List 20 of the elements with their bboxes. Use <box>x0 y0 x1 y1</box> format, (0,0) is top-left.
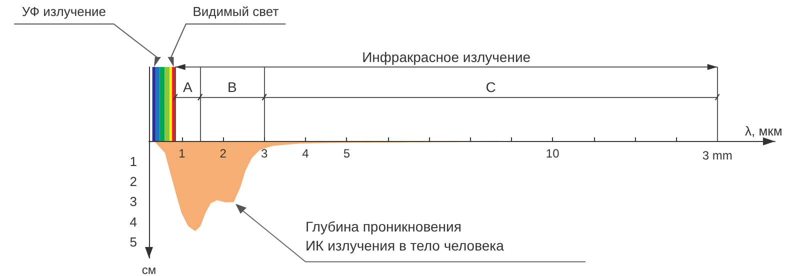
annotation: A <box>183 79 194 96</box>
annotation: C <box>486 79 496 96</box>
y-tick-label: 4 <box>130 214 137 230</box>
x-axis-title: λ, мкм <box>745 123 782 138</box>
text: УФ излучение <box>22 4 106 19</box>
y-axis-title: см <box>142 263 156 276</box>
x-tick-label: 1 <box>178 146 186 160</box>
y-tick-label: 5 <box>130 234 137 250</box>
x-tick-label: 3 <box>260 146 268 160</box>
text: Инфракрасное излучение <box>362 49 531 65</box>
x-tick-label: 5 <box>343 146 350 160</box>
x-tick-label: 10 <box>546 146 560 160</box>
y-tick-label: 3 <box>130 194 137 210</box>
x-tick-label: 2 <box>220 146 227 160</box>
annotation: B <box>228 79 237 96</box>
ref-line-label: 3 mm <box>702 148 732 162</box>
text: Видимый свет <box>192 4 279 19</box>
annotation: Глубина проникновения ИК излучения в тело человека <box>305 218 504 254</box>
x-tick-label: 4 <box>302 146 310 160</box>
y-tick-label: 2 <box>130 174 137 190</box>
